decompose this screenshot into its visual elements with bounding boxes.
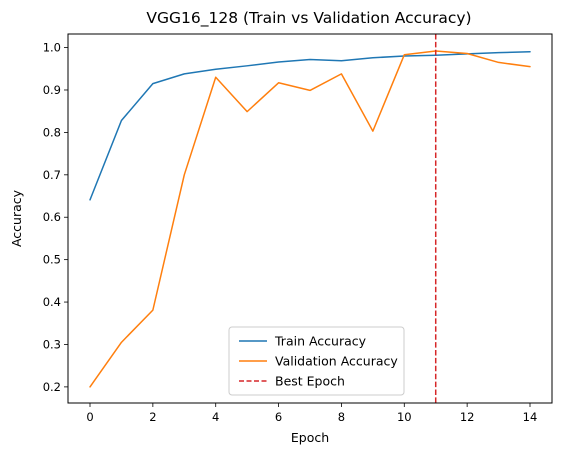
x-tick-label: 6 [275,410,282,424]
y-axis-label: Accuracy [9,189,24,247]
legend-label-validation-accuracy: Validation Accuracy [275,354,398,369]
x-axis-label: Epoch [291,430,329,445]
y-tick-label: 0.6 [43,210,61,224]
legend-label-best-epoch: Best Epoch [275,374,345,389]
y-tick-label: 0.3 [43,337,61,351]
x-tick-label: 14 [523,410,538,424]
legend-box [228,326,405,396]
x-tick-label: 10 [397,410,412,424]
plot-area [89,34,531,403]
x-tick-label: 0 [86,410,93,424]
y-tick-label: 0.9 [43,83,61,97]
x-tick-label: 4 [212,410,219,424]
chart-title: VGG16_128 (Train vs Validation Accuracy) [146,9,471,28]
x-axis: 0 2 4 6 8 10 12 14 [86,403,537,424]
y-tick-label: 0.2 [43,380,61,394]
y-tick-label: 0.8 [43,125,61,139]
legend-label-train-accuracy: Train Accuracy [274,334,367,349]
series-line-train-accuracy [89,51,531,201]
y-tick-label: 0.4 [43,295,61,309]
y-tick-label: 1.0 [43,41,61,55]
y-tick-label: 0.7 [43,168,61,182]
x-tick-label: 12 [460,410,475,424]
x-tick-label: 8 [338,410,345,424]
series-line-validation-accuracy [89,50,531,388]
y-axis: 0.2 0.3 0.4 0.5 0.6 0.7 0.8 0.9 1.0 [43,41,68,394]
legend: Train Accuracy Validation Accuracy Best Ep… [228,326,405,396]
y-tick-label: 0.5 [43,253,61,267]
axes-frame [67,33,553,404]
x-tick-label: 2 [149,410,156,424]
